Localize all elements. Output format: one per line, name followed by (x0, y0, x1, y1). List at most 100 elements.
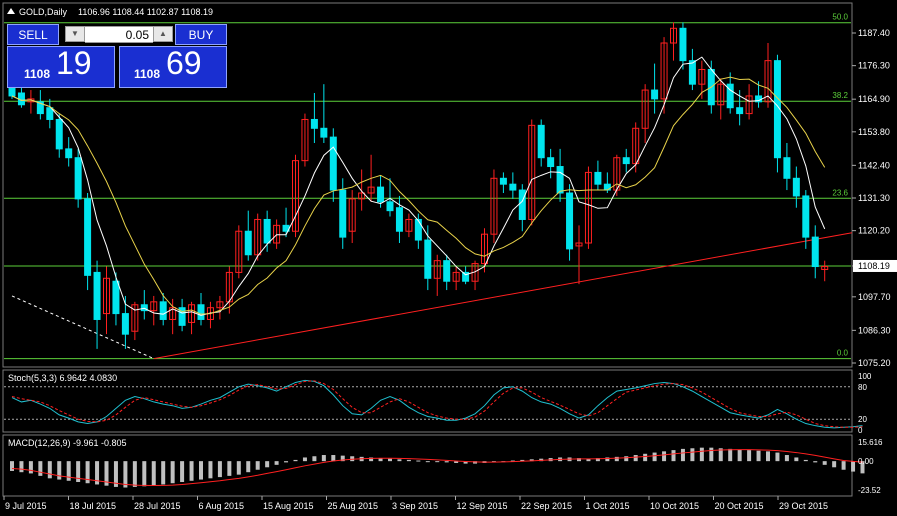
macd-histogram-bar (690, 448, 695, 462)
macd-histogram-bar (10, 461, 14, 471)
price-tick-label: 1176.30 (858, 61, 890, 71)
support-trendline[interactable] (153, 232, 853, 360)
macd-histogram-bar (161, 461, 166, 485)
price-tick-label: 1097.70 (858, 292, 891, 302)
buy-price-main: 69 (166, 45, 202, 81)
candle-body (367, 186, 375, 194)
candle-body (358, 192, 366, 200)
buy-button[interactable]: BUY (175, 24, 227, 45)
candle-body (414, 218, 422, 241)
macd-histogram-bar (766, 451, 770, 462)
time-tick-label: 12 Sep 2015 (457, 501, 508, 511)
macd-histogram-bar (19, 461, 24, 473)
macd-histogram-bar (265, 461, 270, 468)
macd-histogram-bar (577, 458, 581, 462)
candle-body (811, 236, 819, 268)
candle-body (547, 157, 555, 168)
candle-body (263, 218, 271, 244)
candle-body (783, 157, 791, 179)
candle-body (802, 195, 810, 238)
candle-body (490, 177, 498, 235)
candle-body (159, 301, 167, 320)
candle-body (178, 307, 186, 326)
macd-histogram-bar (586, 458, 591, 462)
candle-body (509, 183, 517, 191)
candle-body (150, 301, 158, 312)
lot-increase-button[interactable]: ▲ (153, 26, 173, 42)
stochastic-oscillator: 100 80 20 0 (4, 372, 872, 435)
macd-histogram-bar (208, 461, 213, 479)
macd-label: MACD(12,26,9) -9.961 -0.805 (8, 438, 127, 448)
candle-body (452, 271, 460, 282)
macd-histogram-bar (728, 448, 733, 462)
time-axis: 9 Jul 2015 18 Jul 2015 28 Jul 2015 6 Aug 20… (3, 496, 828, 511)
price-tick-label: 1187.40 (858, 28, 890, 38)
candle-body (622, 157, 630, 165)
time-tick-label: 28 Jul 2015 (134, 501, 181, 511)
time-tick-label: 25 Aug 2015 (328, 501, 379, 511)
fib-level-label: 50.0 (832, 13, 848, 22)
macd-histogram-bar (246, 461, 251, 473)
ma-slow-line (11, 76, 826, 315)
macd-histogram-bar (397, 459, 402, 462)
candle-body (405, 218, 413, 232)
candle-body (93, 271, 101, 320)
lot-decrease-button[interactable]: ▼ (65, 26, 85, 42)
macd-histogram-bar (76, 461, 81, 483)
chart-ohlc: 1106.96 1108.44 1102.87 1108.19 (78, 7, 213, 17)
macd-histogram-bar (633, 455, 638, 462)
price-tick-label: 1108.19 (858, 261, 890, 271)
candle-body (320, 127, 328, 138)
triangle-up-icon[interactable] (7, 8, 15, 14)
trendlines[interactable] (11, 232, 853, 360)
candle-body (443, 260, 451, 282)
macd-histogram-bar (718, 448, 723, 462)
macd-histogram-bar (274, 461, 279, 465)
dashed-channel-line[interactable] (11, 295, 154, 360)
candle-body (112, 280, 120, 315)
sell-button[interactable]: SELL (7, 24, 59, 45)
macd-histogram-bar (851, 461, 856, 472)
candle-body (386, 201, 394, 212)
candle-body (131, 304, 139, 332)
candle-body (481, 233, 488, 265)
stoch-tick-label: 0 (858, 426, 863, 435)
time-tick-label: 10 Oct 2015 (650, 501, 699, 511)
candle-body (518, 189, 526, 220)
candle-body (55, 118, 63, 150)
candle-body (197, 304, 205, 320)
stoch-pane-border (2, 369, 853, 433)
macd-histogram-bar (747, 450, 752, 462)
macd-histogram-bar (605, 457, 610, 462)
lot-size-input[interactable]: 0.05 (85, 26, 153, 43)
candle-body (188, 304, 196, 323)
macd-histogram-bar (388, 458, 392, 462)
price-tick-label: 1142.40 (858, 160, 890, 170)
candle-body (462, 271, 470, 282)
time-tick-label: 15 Aug 2015 (263, 501, 314, 511)
candle-body (679, 27, 687, 62)
macd-histogram-bar (284, 461, 289, 463)
macd-histogram-bar (255, 461, 260, 470)
sell-price-box[interactable]: 1108 19 (7, 45, 115, 88)
candle-body (717, 83, 725, 106)
macd-histogram-bar (454, 461, 459, 463)
price-tick-label: 1164.90 (858, 94, 890, 104)
macd-histogram-bar (66, 461, 71, 481)
macd-histogram-bar (406, 459, 411, 462)
macd-histogram-bar (435, 461, 440, 463)
macd-histogram-bar (737, 449, 742, 462)
candle-body (46, 107, 54, 120)
macd-histogram-bar (236, 461, 241, 475)
candle-body (339, 189, 347, 238)
candle-body (84, 198, 92, 276)
macd-histogram-bar (775, 452, 780, 462)
macd-histogram-bar (142, 461, 147, 487)
macd-histogram-bar (624, 456, 629, 462)
buy-price-box[interactable]: 1108 69 (119, 45, 227, 88)
macd-tick-label: 15.616 (858, 438, 883, 447)
macd-histogram-bar (28, 461, 33, 474)
candle-body (301, 118, 309, 162)
macd-histogram-bar (104, 461, 109, 486)
